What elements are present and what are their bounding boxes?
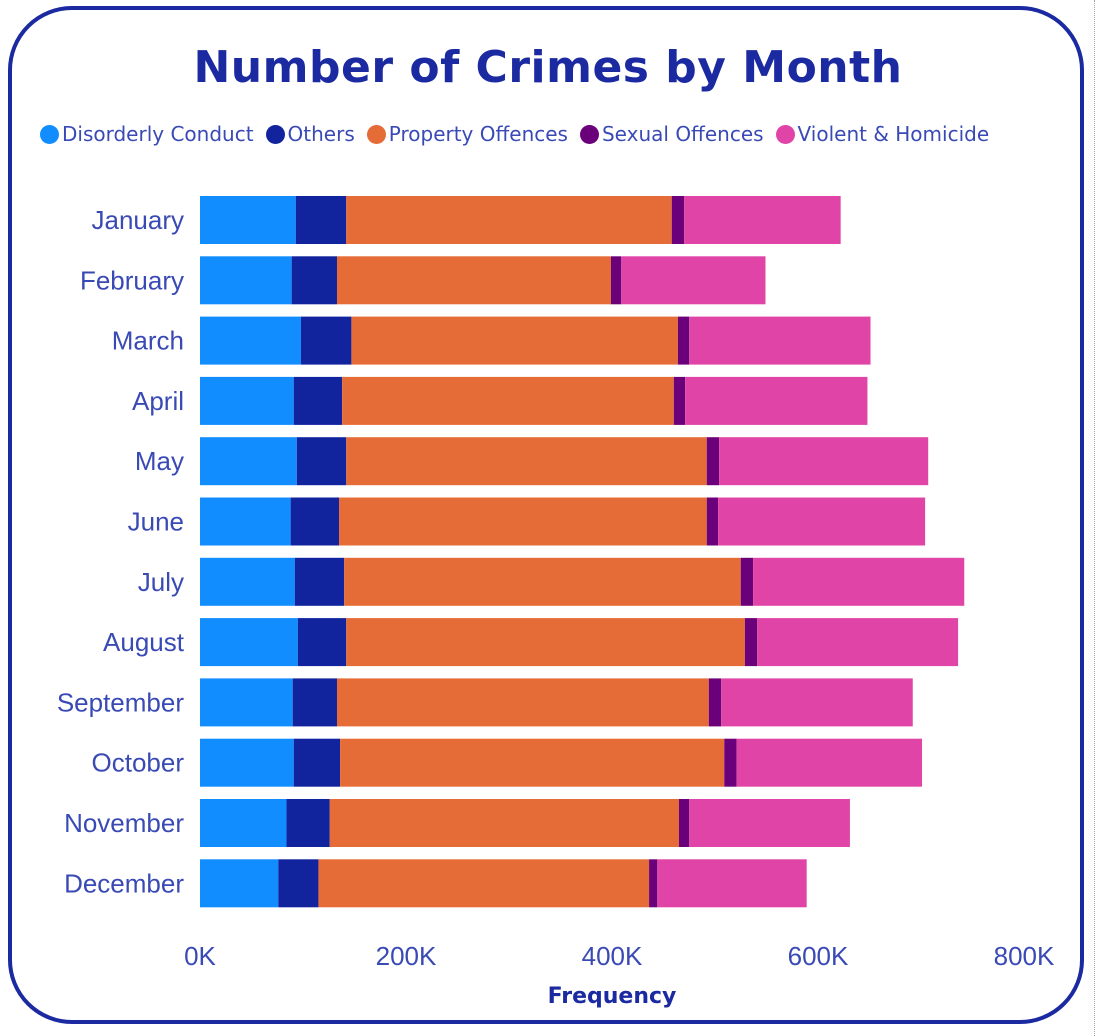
legend-label: Disorderly Conduct: [62, 122, 254, 146]
month-label-november: November: [64, 808, 184, 838]
bar-february-violent-and-homicide[interactable]: [621, 256, 766, 305]
legend-label: Others: [287, 122, 355, 146]
bar-january-others[interactable]: [295, 196, 347, 244]
bar-july-violent-and-homicide[interactable]: [753, 557, 965, 606]
bar-august-property-offences[interactable]: [346, 618, 745, 667]
month-label-august: August: [103, 627, 185, 657]
month-label-october: October: [92, 748, 185, 778]
bar-april-sexual-offences[interactable]: [673, 376, 686, 425]
bar-february-property-offences[interactable]: [336, 256, 611, 305]
bar-november-disorderly-conduct[interactable]: [200, 799, 287, 847]
bar-october-disorderly-conduct[interactable]: [200, 738, 294, 787]
bar-february-sexual-offences[interactable]: [610, 256, 622, 305]
bar-december-violent-and-homicide[interactable]: [657, 859, 807, 908]
bar-march-others[interactable]: [300, 316, 352, 365]
bar-september-violent-and-homicide[interactable]: [721, 678, 913, 727]
legend-swatch-disorderly-conduct: [40, 124, 59, 144]
bar-august-others[interactable]: [297, 618, 347, 667]
bar-may-disorderly-conduct[interactable]: [200, 437, 297, 486]
bar-september-property-offences[interactable]: [336, 678, 709, 727]
month-label-december: December: [64, 868, 184, 898]
bar-june-violent-and-homicide[interactable]: [718, 497, 926, 546]
legend-item-sexual-offences[interactable]: Sexual Offences: [579, 122, 764, 146]
bar-february-disorderly-conduct[interactable]: [200, 256, 292, 305]
bar-october-property-offences[interactable]: [340, 738, 725, 787]
bar-april-violent-and-homicide[interactable]: [685, 376, 868, 425]
bar-february-others[interactable]: [291, 256, 337, 305]
bar-march-violent-and-homicide[interactable]: [689, 316, 871, 365]
bar-september-sexual-offences[interactable]: [708, 678, 722, 727]
bar-august-violent-and-homicide[interactable]: [757, 618, 959, 667]
bar-january-sexual-offences[interactable]: [671, 196, 685, 244]
month-label-january: January: [92, 205, 185, 235]
legend-item-violent-homicide[interactable]: Violent & Homicide: [775, 122, 990, 146]
bar-january-disorderly-conduct[interactable]: [200, 196, 296, 244]
x-tick-label-400k: 400K: [582, 941, 643, 971]
bar-june-sexual-offences[interactable]: [706, 497, 719, 546]
bar-november-others[interactable]: [286, 799, 330, 847]
month-label-february: February: [80, 265, 184, 295]
bar-july-disorderly-conduct[interactable]: [200, 557, 295, 606]
bar-may-sexual-offences[interactable]: [706, 437, 720, 486]
bar-may-violent-and-homicide[interactable]: [719, 437, 929, 486]
x-tick-label-800k: 800K: [994, 941, 1055, 971]
month-label-march: March: [112, 326, 184, 356]
legend-swatch-property-offences: [366, 124, 386, 144]
legend-label: Violent & Homicide: [797, 122, 990, 146]
bar-april-disorderly-conduct[interactable]: [200, 376, 294, 425]
bar-october-violent-and-homicide[interactable]: [736, 738, 923, 787]
bar-june-property-offences[interactable]: [339, 497, 707, 546]
legend-item-others[interactable]: Others: [265, 122, 355, 146]
bar-july-sexual-offences[interactable]: [740, 557, 754, 606]
bar-june-others[interactable]: [290, 497, 340, 546]
month-label-september: September: [57, 687, 185, 717]
month-label-april: April: [132, 386, 184, 416]
month-label-may: May: [135, 446, 184, 476]
legend-swatch-others: [265, 124, 285, 144]
month-label-july: July: [138, 567, 184, 597]
bar-march-sexual-offences[interactable]: [677, 316, 690, 365]
legend-label: Sexual Offences: [601, 122, 764, 146]
page-edge-divider: [1094, 0, 1095, 1036]
bar-april-others[interactable]: [293, 376, 343, 425]
bar-march-property-offences[interactable]: [351, 316, 678, 365]
bar-january-violent-and-homicide[interactable]: [684, 196, 841, 244]
legend-item-disorderly-conduct[interactable]: Disorderly Conduct: [40, 122, 254, 146]
bar-may-property-offences[interactable]: [346, 437, 707, 486]
x-axis-title: Frequency: [548, 984, 677, 1009]
bar-october-others[interactable]: [293, 738, 341, 787]
bar-january-property-offences[interactable]: [346, 196, 672, 244]
bar-september-others[interactable]: [292, 678, 337, 727]
x-tick-label-0k: 0K: [184, 941, 216, 971]
bar-march-disorderly-conduct[interactable]: [200, 316, 301, 365]
month-label-june: June: [128, 507, 184, 537]
bar-november-property-offences[interactable]: [329, 799, 679, 847]
chart-legend: Disorderly Conduct Others Property Offen…: [40, 120, 989, 148]
bar-november-sexual-offences[interactable]: [678, 799, 690, 847]
chart-title: Number of Crimes by Month: [193, 42, 903, 93]
legend-label: Property Offences: [388, 122, 568, 146]
bar-august-disorderly-conduct[interactable]: [200, 618, 298, 667]
bar-july-others[interactable]: [294, 557, 345, 606]
x-tick-label-200k: 200K: [376, 941, 437, 971]
bar-december-sexual-offences[interactable]: [649, 859, 658, 908]
legend-swatch-violent-homicide: [775, 124, 795, 144]
bar-september-disorderly-conduct[interactable]: [200, 678, 293, 727]
bar-august-sexual-offences[interactable]: [744, 618, 758, 667]
bar-april-property-offences[interactable]: [342, 376, 674, 425]
bar-december-property-offences[interactable]: [318, 859, 650, 908]
bar-november-violent-and-homicide[interactable]: [689, 799, 850, 847]
x-tick-label-600k: 600K: [788, 941, 849, 971]
legend-item-property-offences[interactable]: Property Offences: [366, 122, 568, 146]
legend-swatch-sexual-offences: [579, 124, 599, 144]
bar-october-sexual-offences[interactable]: [724, 738, 737, 787]
bar-july-property-offences[interactable]: [344, 557, 741, 606]
bar-december-others[interactable]: [278, 859, 319, 908]
bar-may-others[interactable]: [296, 437, 347, 486]
bar-june-disorderly-conduct[interactable]: [200, 497, 291, 546]
bar-december-disorderly-conduct[interactable]: [200, 859, 279, 908]
